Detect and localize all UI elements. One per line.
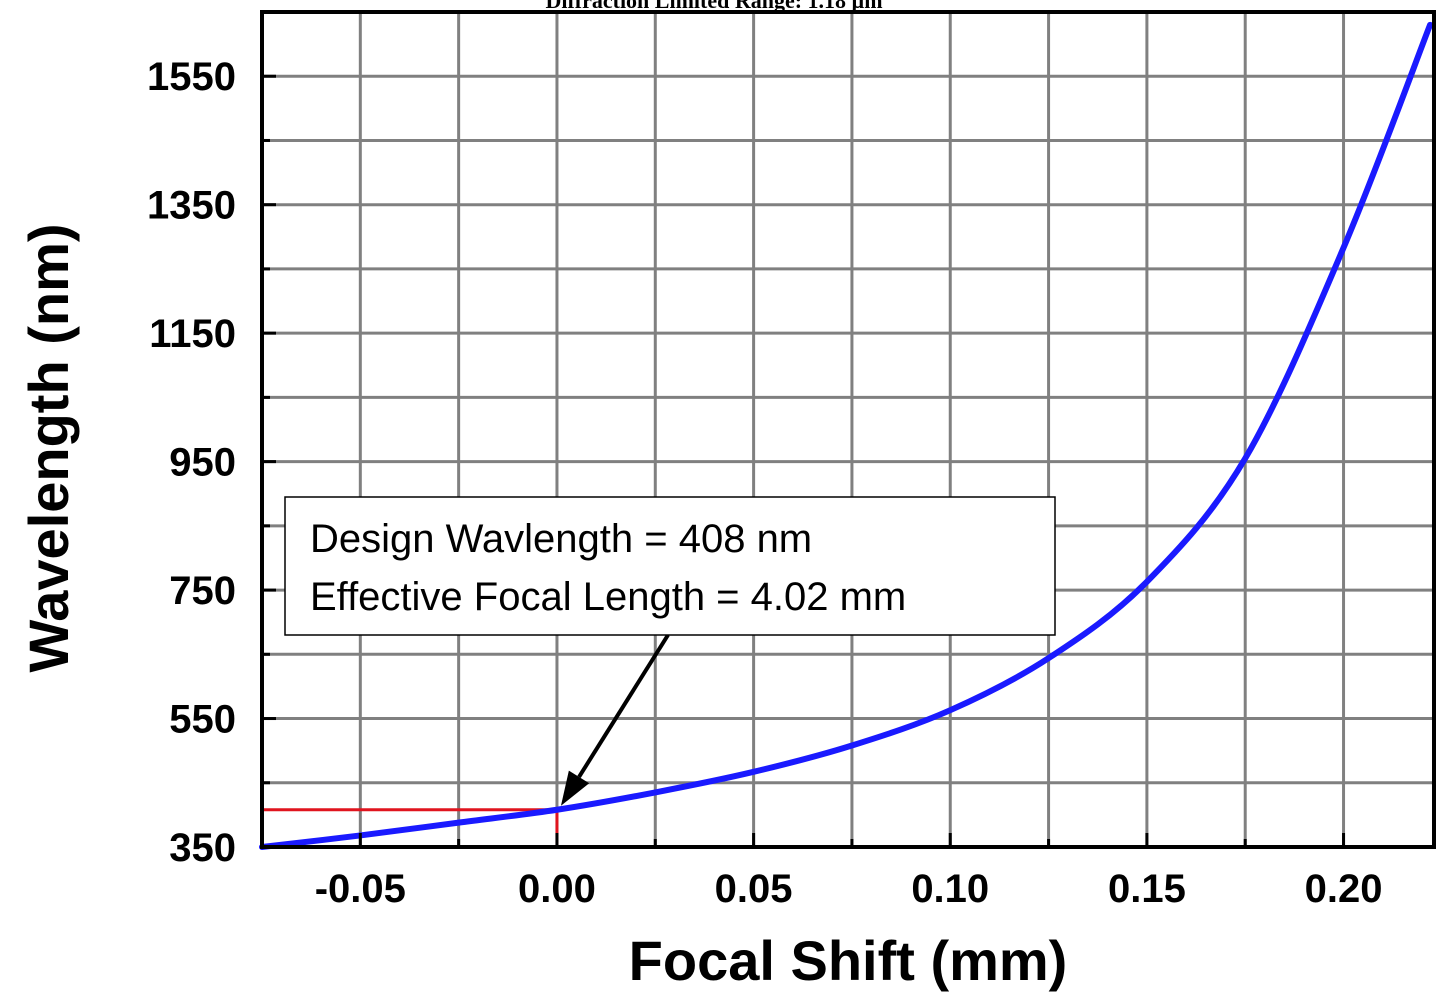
y-tick-labels: 350 550 750 950 1150 1350 1550 bbox=[147, 55, 236, 870]
y-tick-label: 950 bbox=[169, 441, 236, 485]
annotation-arrow bbox=[577, 633, 670, 779]
annotation-box bbox=[284, 496, 1056, 636]
y-tick-label: 350 bbox=[169, 826, 236, 870]
y-tick-label: 550 bbox=[169, 698, 236, 742]
x-tick-label: 0.05 bbox=[715, 867, 793, 911]
x-tick-label: 0.00 bbox=[518, 867, 596, 911]
annotation-line-1: Design Wavlength = 408 nm bbox=[310, 517, 812, 561]
axis-ticks bbox=[260, 10, 1346, 849]
x-tick-labels: -0.05 0.00 0.05 0.10 0.15 0.20 bbox=[315, 867, 1383, 911]
x-tick-label: -0.05 bbox=[315, 867, 406, 911]
x-tick-label: 0.10 bbox=[911, 867, 989, 911]
y-tick-label: 750 bbox=[169, 569, 236, 613]
annotation: Design Wavlength = 408 nm Effective Foca… bbox=[284, 496, 1056, 806]
x-tick-label: 0.20 bbox=[1305, 867, 1383, 911]
series-line bbox=[259, 21, 1434, 850]
x-tick-label: 0.15 bbox=[1108, 867, 1186, 911]
y-tick-label: 1150 bbox=[149, 312, 236, 356]
series-layer bbox=[259, 21, 1434, 850]
y-tick-label: 1550 bbox=[147, 55, 236, 99]
annotation-line-2: Effective Focal Length = 4.02 mm bbox=[310, 575, 906, 619]
plot-frame bbox=[260, 10, 1436, 849]
y-axis-title: Wavelength (nm) bbox=[17, 223, 80, 672]
chart-title: Diffraction Limited Range: 1.18 µm bbox=[545, 0, 882, 13]
y-tick-label: 1350 bbox=[147, 184, 236, 228]
annotation-arrowhead bbox=[560, 770, 590, 806]
x-axis-title: Focal Shift (mm) bbox=[629, 929, 1068, 992]
